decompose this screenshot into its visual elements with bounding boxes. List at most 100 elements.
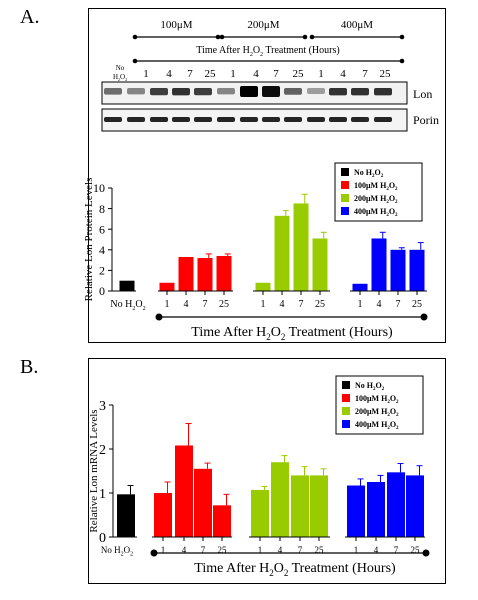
bar [251, 489, 269, 537]
y-tick-label: 8 [99, 202, 105, 216]
y-tick-label: 1 [99, 487, 106, 502]
bar [119, 280, 135, 291]
lon-band [351, 88, 369, 96]
legend-swatch [342, 407, 350, 415]
x-tick-label: 1 [161, 545, 166, 555]
bar [387, 472, 405, 537]
x-tick-label: 7 [203, 299, 208, 310]
bar [310, 475, 328, 537]
bar [291, 475, 309, 537]
x-no-treatment-label: No H2O2 [101, 545, 133, 558]
blot-time-axis-dot [132, 58, 138, 64]
porin-band [374, 117, 392, 122]
legend-label: 100μM H2O2 [355, 394, 399, 405]
legend-label: No H2O2 [354, 168, 384, 179]
x-tick-label: 7 [299, 299, 304, 310]
x-tick-label: 1 [165, 299, 170, 310]
lon-band [240, 86, 258, 97]
bar [213, 505, 231, 537]
bar [406, 475, 424, 537]
x-tick-label: 7 [298, 545, 303, 555]
x-tick-label: 1 [258, 545, 263, 555]
x-tick-label: 4 [182, 545, 187, 555]
panel-a-frame [88, 8, 446, 343]
x-tick-label: 7 [201, 545, 206, 555]
legend-swatch [342, 394, 350, 402]
legend-label: 200μM H2O2 [354, 194, 398, 205]
time-bracket-dot [420, 313, 428, 321]
bar [197, 258, 213, 291]
concentration-bracket-dot [215, 34, 221, 40]
concentration-bracket-dot [302, 34, 308, 40]
x-tick-label: 1 [358, 299, 363, 310]
lon-band [217, 88, 235, 95]
legend-label: No H2O2 [355, 381, 385, 392]
lon-band [194, 88, 212, 96]
x-tick-label: 25 [315, 299, 325, 310]
lon-band [127, 88, 145, 95]
x-tick-label: 25 [315, 545, 325, 555]
blot-lane-label: 4 [166, 68, 172, 80]
y-tick-label: 2 [99, 443, 106, 458]
legend-swatch [341, 168, 349, 176]
bar [367, 482, 385, 537]
porin-band [284, 117, 302, 122]
x-tick-label: 7 [394, 545, 399, 555]
time-bracket-dot [155, 313, 163, 321]
x-axis-label: Time After H2O2 Treatment (Hours) [194, 561, 396, 578]
x-no-treatment-label: No H2O2 [110, 299, 145, 312]
blot-lane-label: 1 [318, 68, 324, 80]
blot-lane-label: 7 [273, 68, 279, 80]
y-tick-label: 4 [99, 243, 105, 257]
bar [371, 238, 387, 291]
y-tick-label: 3 [99, 399, 106, 414]
legend-label: 400μM H2O2 [355, 420, 399, 431]
bar [175, 445, 193, 537]
lon-band [307, 88, 325, 95]
bar [154, 493, 172, 537]
lon-band [262, 86, 280, 97]
porin-band [240, 117, 258, 122]
legend-swatch [342, 381, 350, 389]
y-tick-label: 2 [99, 264, 105, 278]
y-tick-label: 10 [93, 181, 105, 195]
blot-lane-label: 4 [253, 68, 259, 80]
bar [271, 462, 289, 537]
time-bracket-dot [150, 549, 158, 557]
bar [347, 485, 365, 537]
legend-label: 400μM H2O2 [354, 207, 398, 218]
y-tick-label: 0 [99, 284, 105, 298]
porin-band [307, 117, 325, 122]
legend-box [335, 375, 424, 435]
blot-row-label: Porin [413, 113, 439, 127]
x-tick-label: 1 [354, 545, 359, 555]
blot-lane-label: 25 [205, 68, 217, 80]
bar [178, 257, 194, 291]
x-tick-label: 25 [411, 545, 421, 555]
legend-label: 200μM H2O2 [355, 407, 399, 418]
lon-band [104, 88, 122, 95]
blot-no-label: H2O2 [113, 73, 127, 82]
x-tick-label: 7 [396, 299, 401, 310]
legend-box [334, 162, 423, 222]
blot-lane-label: 25 [293, 68, 305, 80]
blot-lane-label: 1 [143, 68, 149, 80]
blot-lane-label: 7 [362, 68, 368, 80]
legend-swatch [341, 194, 349, 202]
porin-band [172, 117, 190, 122]
x-tick-label: 4 [280, 299, 285, 310]
concentration-label: 400μM [341, 19, 373, 31]
porin-band [194, 117, 212, 122]
porin-band [104, 117, 122, 122]
porin-band [329, 117, 347, 122]
porin-band [217, 117, 235, 122]
x-axis-label: Time After H2O2 Treatment (Hours) [191, 325, 393, 342]
lon-band [374, 88, 392, 96]
y-axis-label: Relative Lon Protein Levels [83, 178, 95, 302]
legend-swatch [341, 181, 349, 189]
x-tick-label: 4 [377, 299, 382, 310]
legend-swatch [342, 420, 350, 428]
legend-label: 100μM H2O2 [354, 181, 398, 192]
bar [409, 249, 425, 291]
